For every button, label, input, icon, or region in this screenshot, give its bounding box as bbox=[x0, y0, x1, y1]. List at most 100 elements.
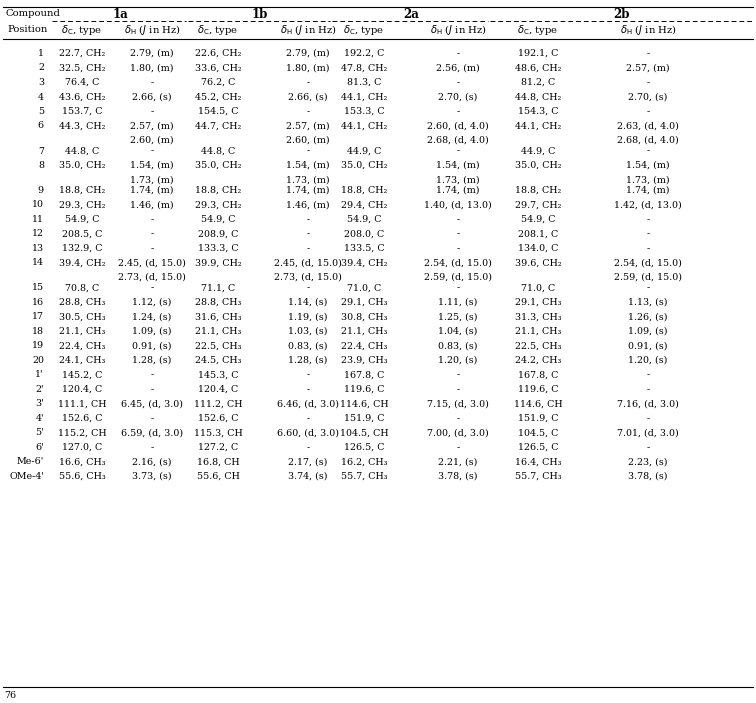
Text: 44.7, CH₂: 44.7, CH₂ bbox=[195, 122, 241, 131]
Text: 18: 18 bbox=[32, 327, 44, 336]
Text: 55.6, CH: 55.6, CH bbox=[197, 472, 240, 481]
Text: 1.20, (s): 1.20, (s) bbox=[628, 356, 668, 365]
Text: 132.9, C: 132.9, C bbox=[62, 244, 102, 253]
Text: 2': 2' bbox=[36, 385, 44, 394]
Text: 21.1, CH₃: 21.1, CH₃ bbox=[195, 327, 241, 336]
Text: 76.4, C: 76.4, C bbox=[65, 78, 99, 87]
Text: 7.15, (d, 3.0): 7.15, (d, 3.0) bbox=[427, 399, 489, 408]
Text: $\delta_\mathrm{C}$, type: $\delta_\mathrm{C}$, type bbox=[197, 23, 239, 37]
Text: 208.1, C: 208.1, C bbox=[518, 229, 558, 238]
Text: 1.73, (m): 1.73, (m) bbox=[130, 175, 174, 184]
Text: 2.57, (m): 2.57, (m) bbox=[130, 122, 174, 131]
Text: 44.1, CH₂: 44.1, CH₂ bbox=[341, 93, 387, 101]
Text: 1.54, (m): 1.54, (m) bbox=[436, 161, 480, 170]
Text: 16.4, CH₃: 16.4, CH₃ bbox=[515, 458, 561, 467]
Text: 2.60, (m): 2.60, (m) bbox=[130, 136, 174, 145]
Text: 22.4, CH₃: 22.4, CH₃ bbox=[59, 342, 105, 351]
Text: -: - bbox=[646, 385, 649, 394]
Text: 21.1, CH₃: 21.1, CH₃ bbox=[59, 327, 105, 336]
Text: 0.83, (s): 0.83, (s) bbox=[288, 342, 328, 351]
Text: 2.57, (m): 2.57, (m) bbox=[287, 122, 330, 131]
Text: -: - bbox=[457, 49, 460, 58]
Text: 2.73, (d, 15.0): 2.73, (d, 15.0) bbox=[118, 273, 186, 282]
Text: 115.3, CH: 115.3, CH bbox=[194, 429, 243, 437]
Text: -: - bbox=[306, 215, 310, 224]
Text: 21.1, CH₃: 21.1, CH₃ bbox=[515, 327, 561, 336]
Text: 22.4, CH₃: 22.4, CH₃ bbox=[341, 342, 387, 351]
Text: -: - bbox=[306, 414, 310, 423]
Text: 32.5, CH₂: 32.5, CH₂ bbox=[59, 63, 105, 72]
Text: 1.40, (d, 13.0): 1.40, (d, 13.0) bbox=[424, 200, 492, 209]
Text: 2.23, (s): 2.23, (s) bbox=[628, 458, 668, 467]
Text: -: - bbox=[306, 107, 310, 116]
Text: 0.91, (s): 0.91, (s) bbox=[132, 342, 172, 351]
Text: 2a: 2a bbox=[403, 8, 419, 20]
Text: 1.46, (m): 1.46, (m) bbox=[287, 200, 330, 209]
Text: -: - bbox=[150, 443, 153, 452]
Text: 0.83, (s): 0.83, (s) bbox=[438, 342, 478, 351]
Text: 44.8, CH₂: 44.8, CH₂ bbox=[515, 93, 561, 101]
Text: 71.0, C: 71.0, C bbox=[347, 283, 381, 292]
Text: 6.46, (d, 3.0): 6.46, (d, 3.0) bbox=[277, 399, 339, 408]
Text: 31.3, CH₃: 31.3, CH₃ bbox=[515, 313, 561, 321]
Text: -: - bbox=[150, 215, 153, 224]
Text: 7.00, (d, 3.0): 7.00, (d, 3.0) bbox=[427, 429, 489, 437]
Text: -: - bbox=[150, 229, 153, 238]
Text: -: - bbox=[457, 414, 460, 423]
Text: 2b: 2b bbox=[613, 8, 630, 20]
Text: 54.9, C: 54.9, C bbox=[201, 215, 235, 224]
Text: 22.6, CH₂: 22.6, CH₂ bbox=[195, 49, 241, 58]
Text: 119.6, C: 119.6, C bbox=[344, 385, 384, 394]
Text: -: - bbox=[306, 78, 310, 87]
Text: 70.8, C: 70.8, C bbox=[65, 283, 99, 292]
Text: 1: 1 bbox=[38, 49, 44, 58]
Text: OMe-4': OMe-4' bbox=[9, 472, 44, 481]
Text: -: - bbox=[150, 385, 153, 394]
Text: 21.1, CH₃: 21.1, CH₃ bbox=[341, 327, 387, 336]
Text: -: - bbox=[457, 385, 460, 394]
Text: 6.45, (d, 3.0): 6.45, (d, 3.0) bbox=[121, 399, 183, 408]
Text: 29.1, CH₃: 29.1, CH₃ bbox=[341, 298, 387, 307]
Text: 3.73, (s): 3.73, (s) bbox=[132, 472, 172, 481]
Text: 6': 6' bbox=[36, 443, 44, 452]
Text: 29.4, CH₂: 29.4, CH₂ bbox=[341, 200, 387, 209]
Text: 18.8, CH₂: 18.8, CH₂ bbox=[195, 186, 241, 195]
Text: 119.6, C: 119.6, C bbox=[518, 385, 558, 394]
Text: 39.4, CH₂: 39.4, CH₂ bbox=[341, 259, 387, 268]
Text: 47.8, CH₂: 47.8, CH₂ bbox=[341, 63, 387, 72]
Text: 7: 7 bbox=[38, 146, 44, 155]
Text: 111.1, CH: 111.1, CH bbox=[57, 399, 107, 408]
Text: 153.3, C: 153.3, C bbox=[344, 107, 384, 116]
Text: 154.5, C: 154.5, C bbox=[198, 107, 238, 116]
Text: 208.0, C: 208.0, C bbox=[344, 229, 384, 238]
Text: -: - bbox=[306, 370, 310, 380]
Text: 2.66, (s): 2.66, (s) bbox=[132, 93, 172, 101]
Text: 39.4, CH₂: 39.4, CH₂ bbox=[59, 259, 105, 268]
Text: -: - bbox=[646, 107, 649, 116]
Text: 1.54, (m): 1.54, (m) bbox=[626, 161, 670, 170]
Text: $\delta_\mathrm{C}$, type: $\delta_\mathrm{C}$, type bbox=[517, 23, 559, 37]
Text: 1.12, (s): 1.12, (s) bbox=[132, 298, 172, 307]
Text: 2.73, (d, 15.0): 2.73, (d, 15.0) bbox=[274, 273, 342, 282]
Text: -: - bbox=[457, 283, 460, 292]
Text: 1.13, (s): 1.13, (s) bbox=[628, 298, 668, 307]
Text: 23.9, CH₃: 23.9, CH₃ bbox=[341, 356, 387, 365]
Text: 192.1, C: 192.1, C bbox=[518, 49, 558, 58]
Text: 45.2, CH₂: 45.2, CH₂ bbox=[195, 93, 241, 101]
Text: 208.5, C: 208.5, C bbox=[62, 229, 102, 238]
Text: 2.63, (d, 4.0): 2.63, (d, 4.0) bbox=[617, 122, 679, 131]
Text: -: - bbox=[150, 146, 153, 155]
Text: 13: 13 bbox=[32, 244, 44, 253]
Text: -: - bbox=[646, 49, 649, 58]
Text: 2.66, (s): 2.66, (s) bbox=[288, 93, 328, 101]
Text: 1.74, (m): 1.74, (m) bbox=[626, 186, 670, 195]
Text: 8: 8 bbox=[38, 161, 44, 170]
Text: 115.2, CH: 115.2, CH bbox=[57, 429, 107, 437]
Text: -: - bbox=[150, 78, 153, 87]
Text: 76.2, C: 76.2, C bbox=[201, 78, 235, 87]
Text: -: - bbox=[646, 244, 649, 253]
Text: 1b: 1b bbox=[252, 8, 268, 20]
Text: 2.57, (m): 2.57, (m) bbox=[626, 63, 670, 72]
Text: 2.60, (m): 2.60, (m) bbox=[287, 136, 330, 145]
Text: 2.54, (d, 15.0): 2.54, (d, 15.0) bbox=[424, 259, 492, 268]
